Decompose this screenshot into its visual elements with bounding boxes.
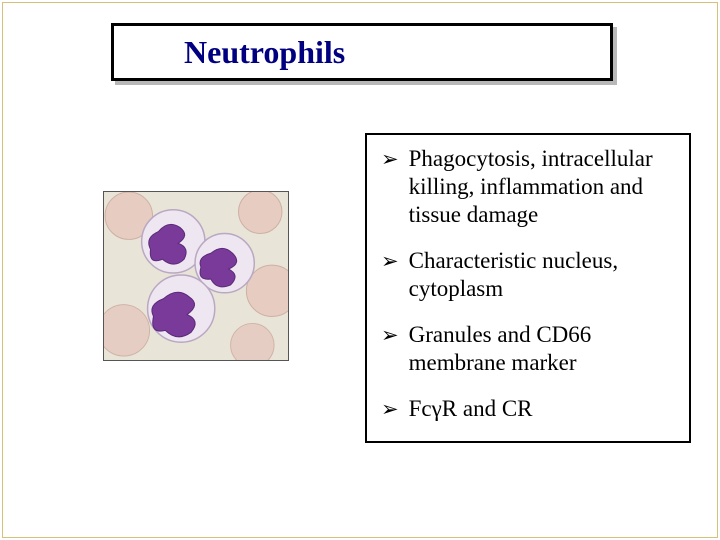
bullet-marker-icon: ➢ [381, 323, 399, 349]
title-box: Neutrophils [111, 23, 613, 81]
list-item: ➢ Characteristic nucleus, cytoplasm [381, 247, 675, 303]
bullet-marker-icon: ➢ [381, 397, 399, 423]
bullet-text: Granules and CD66 membrane marker [409, 321, 675, 377]
list-item: ➢ Granules and CD66 membrane marker [381, 321, 675, 377]
list-item: ➢ FcγR and CR [381, 395, 675, 423]
bullet-list-box: ➢ Phagocytosis, intracellular killing, i… [365, 133, 691, 443]
bullet-text: Characteristic nucleus, cytoplasm [409, 247, 675, 303]
bullet-marker-icon: ➢ [381, 249, 399, 275]
bullet-marker-icon: ➢ [381, 147, 399, 173]
neutrophil-image [103, 191, 289, 361]
microscopy-illustration [104, 192, 288, 360]
slide-title: Neutrophils [184, 34, 345, 71]
bullet-text: Phagocytosis, intracellular killing, inf… [409, 145, 675, 229]
list-item: ➢ Phagocytosis, intracellular killing, i… [381, 145, 675, 229]
bullet-text: FcγR and CR [409, 395, 533, 423]
slide-frame: Neutrophils ➢ Phagocytosis, intracellula… [2, 2, 718, 538]
